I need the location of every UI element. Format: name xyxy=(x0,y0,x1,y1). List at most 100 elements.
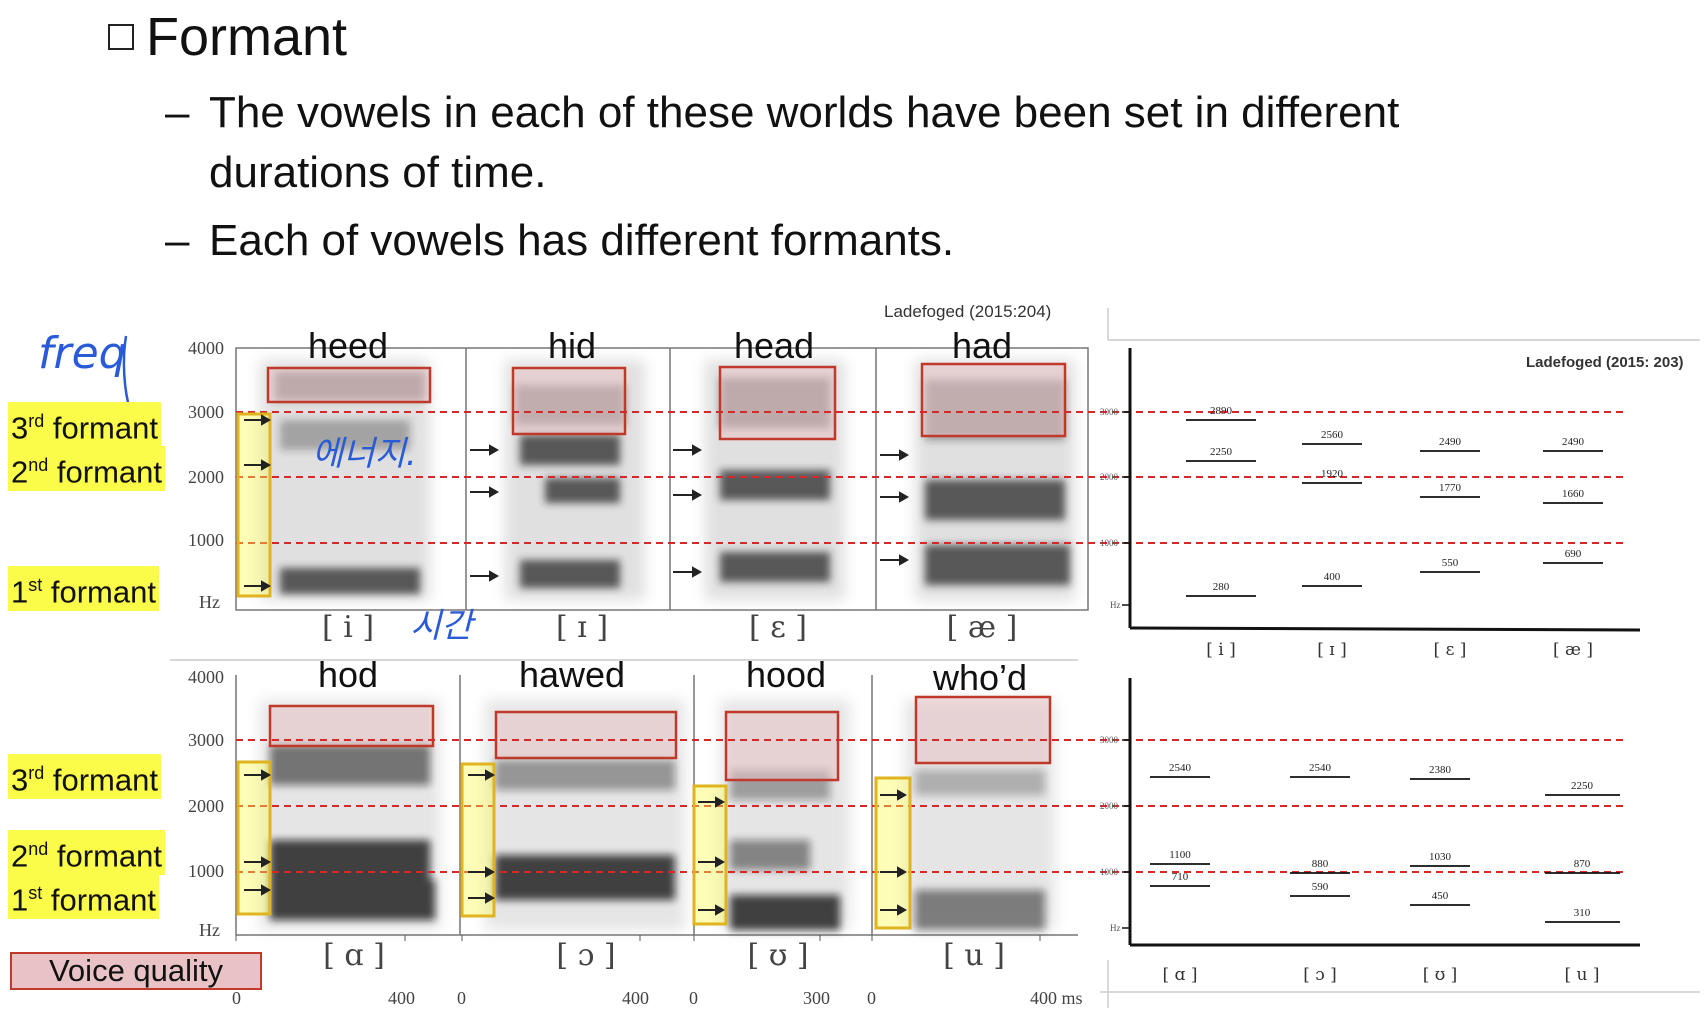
annotation-energy: 에너지. xyxy=(312,434,417,474)
right-frame xyxy=(1100,308,1700,1008)
annotation-time: 시간 xyxy=(410,606,473,646)
ipa-label-small: [ u ] xyxy=(1564,965,1600,985)
source-right: Ladefoged (2015: 203) xyxy=(1526,354,1684,371)
ipa-label: [ u ] xyxy=(943,938,1005,973)
ipa-label-small: [ æ ] xyxy=(1552,640,1594,660)
formant-value: 690 xyxy=(1564,548,1582,560)
formant-value: 1660 xyxy=(1562,488,1584,500)
x-tick: 0 xyxy=(457,988,466,1008)
formant-value: 2490 xyxy=(1439,436,1461,448)
formant-value: 2560 xyxy=(1321,429,1343,441)
right-tick: 1000 xyxy=(1100,867,1118,877)
dash-icon: – xyxy=(165,216,190,265)
x-tick: 0 xyxy=(867,988,876,1008)
y-tick: 4000 xyxy=(188,338,224,358)
formant-value: 1100 xyxy=(1169,849,1191,861)
word-label: hood xyxy=(745,654,827,695)
slide-title: Formant xyxy=(108,6,347,68)
formant-value: 2890 xyxy=(1210,405,1232,417)
y-tick: 1000 xyxy=(188,861,224,881)
bullet-1-continued: durations of time. xyxy=(209,148,547,197)
formant-value: 2250 xyxy=(1571,780,1593,792)
bullet-2: – Each of vowels has different formants. xyxy=(165,214,954,268)
y-tick: 3000 xyxy=(188,402,224,422)
second-formant-label: 2nd formant xyxy=(8,446,165,492)
ipa-label-small: [ ɪ ] xyxy=(1317,640,1347,660)
x-tick: 0 xyxy=(689,988,698,1008)
dash-icon: – xyxy=(165,88,190,137)
third-formant-label: 3rd formant xyxy=(8,754,161,800)
ipa-label: [ ɪ ] xyxy=(555,610,609,645)
x-tick: 400 ms xyxy=(1030,988,1083,1008)
word-label: had xyxy=(951,325,1013,366)
formant-value: 400 xyxy=(1323,571,1341,583)
formant-value: 450 xyxy=(1431,890,1449,902)
right-tick: 1000 xyxy=(1100,538,1118,548)
ipa-label: [ ɛ ] xyxy=(748,610,808,645)
dashed-guide-lines xyxy=(236,411,1625,873)
ipa-label: [ ɔ ] xyxy=(556,938,616,973)
ipa-label-small: [ ʊ ] xyxy=(1422,965,1458,985)
x-axis-ticks xyxy=(235,935,1041,941)
ipa-label-small: [ i ] xyxy=(1206,640,1236,660)
y-tick: 2000 xyxy=(188,467,224,487)
formant-value: 880 xyxy=(1311,858,1329,870)
source-left: Ladefoged (2015:204) xyxy=(884,302,1052,321)
right-tick: 3000 xyxy=(1100,407,1118,417)
word-label: hid xyxy=(547,325,597,366)
formant-value: 2250 xyxy=(1210,446,1232,458)
right-chart-top-ticks xyxy=(1122,411,1130,606)
bullet-1: – The vowels in each of these worlds have… xyxy=(165,86,1399,140)
formant-value: 1920 xyxy=(1321,468,1343,480)
y-tick: 1000 xyxy=(188,530,224,550)
annotation-freq: freq xyxy=(38,328,127,379)
ipa-label: [ ʊ ] xyxy=(747,938,809,973)
word-label: heed xyxy=(307,325,389,366)
y-tick: Hz xyxy=(199,592,220,612)
ipa-label: [ æ ] xyxy=(946,610,1018,645)
x-tick: 400 xyxy=(388,988,415,1008)
ipa-label-small: [ ɛ ] xyxy=(1433,640,1467,660)
y-tick: 4000 xyxy=(188,667,224,687)
right-tick: Hz xyxy=(1110,600,1121,610)
word-label: hawed xyxy=(518,654,626,695)
ipa-label: [ i ] xyxy=(321,610,375,645)
voice-quality-boxes xyxy=(266,362,1067,782)
formant-value: 2490 xyxy=(1562,436,1584,448)
formant-value: 870 xyxy=(1573,858,1591,870)
formant-value: 2540 xyxy=(1169,762,1191,774)
word-label: hod xyxy=(317,654,379,695)
ipa-label-small: [ ɑ ] xyxy=(1162,965,1198,985)
word-label: head xyxy=(733,325,815,366)
right-chart-top-axes xyxy=(1128,348,1641,632)
voice-quality-legend: Voice quality xyxy=(10,952,262,990)
right-chart-top-lines xyxy=(1186,419,1603,597)
formant-value: 280 xyxy=(1212,581,1230,593)
formant-value: 590 xyxy=(1311,881,1329,893)
formant-value: 1030 xyxy=(1429,851,1451,863)
formant-value: 1770 xyxy=(1439,482,1461,494)
formant-value: 2540 xyxy=(1309,762,1331,774)
first-formant-label: 1st formant xyxy=(8,874,159,920)
spectrogram-top-frame xyxy=(235,347,1089,611)
formant-value: 2380 xyxy=(1429,764,1451,776)
checkbox-bullet-icon xyxy=(108,23,134,50)
right-tick: 3000 xyxy=(1100,735,1118,745)
formant-value: 550 xyxy=(1441,557,1459,569)
right-chart-bottom-lines xyxy=(1150,776,1620,923)
third-formant-label: 3rd formant xyxy=(8,402,161,448)
second-formant-label: 2nd formant xyxy=(8,830,165,876)
formant-arrows xyxy=(244,414,910,916)
ipa-label-small: [ ɔ ] xyxy=(1303,965,1337,985)
formant-value: 310 xyxy=(1573,907,1591,919)
right-tick: 2000 xyxy=(1100,472,1118,482)
right-chart-bottom-ticks xyxy=(1122,739,1130,929)
x-tick: 400 xyxy=(622,988,649,1008)
formant-value: 710 xyxy=(1171,871,1189,883)
right-chart-bottom-axes xyxy=(1128,678,1640,947)
x-tick: 0 xyxy=(232,988,241,1008)
y-tick: 3000 xyxy=(188,730,224,750)
y-tick: Hz xyxy=(199,920,220,940)
formant-brackets xyxy=(236,412,912,930)
